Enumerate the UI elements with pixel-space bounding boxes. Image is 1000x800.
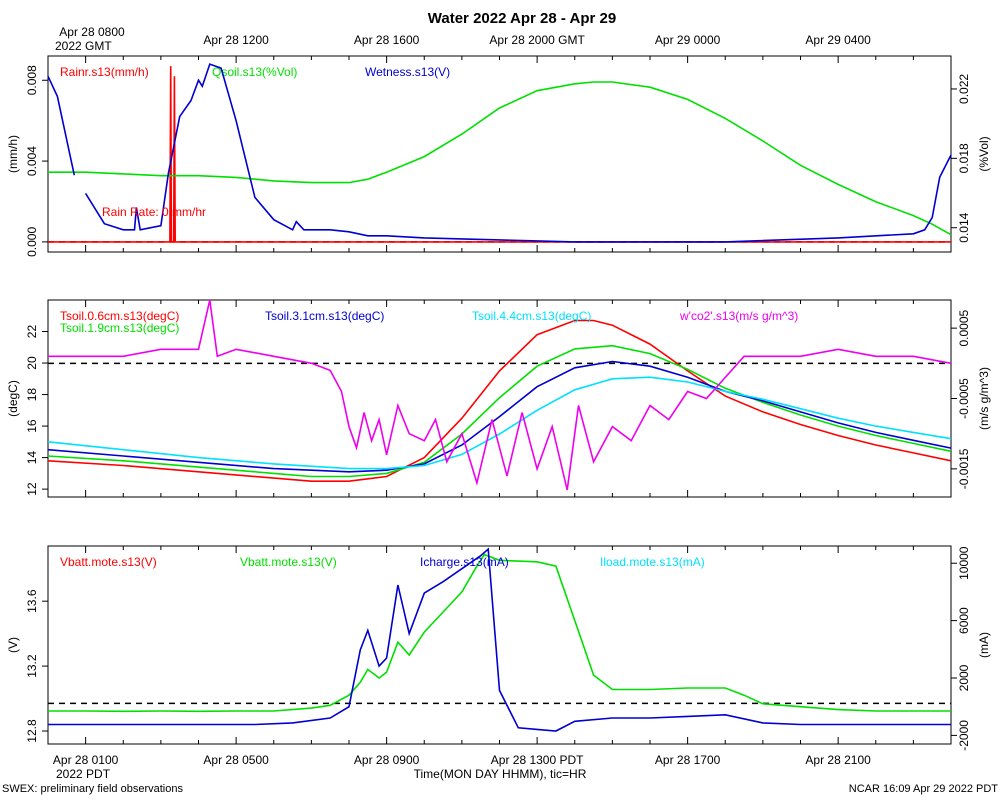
top-time-label: Apr 28 2000 GMT — [489, 33, 585, 47]
series-line — [47, 319, 952, 482]
legend-entry: Rainr.s13(mm/h) — [60, 65, 149, 79]
right-axis-label: (m/s g/m^3) — [977, 367, 991, 430]
right-tick-label: 0.018 — [957, 143, 971, 173]
legend-entry: Icharge.s13(mA) — [420, 555, 509, 569]
right-tick-label: 0.022 — [957, 74, 971, 104]
legend-entry: w'co2'.s13(m/s g/m^3) — [679, 309, 798, 323]
battery-panel: 12.8 13.2 13.6 -2000 2000 6000 10000 (V) (mA) Vba… — [6, 545, 991, 751]
left-axis-label: (mm/h) — [6, 135, 20, 173]
left-tick-label: 0.008 — [25, 65, 39, 95]
right-tick-label: 2000 — [957, 664, 971, 691]
left-tick-label: 12.8 — [25, 719, 39, 743]
legend-entry: Tsoil.1.9cm.s13(degC) — [60, 321, 179, 335]
top-time-axis: Apr 28 0800 Apr 28 1200 Apr 28 1600 Apr 28 … — [59, 25, 871, 47]
bottom-axis-extra-label: 2022 PDT — [56, 767, 111, 781]
legend-entry: Vbatt.mote.s13(V) — [60, 555, 157, 569]
series-line — [48, 547, 951, 732]
top-time-label: Apr 28 0800 — [59, 25, 125, 39]
bottom-time-label: Apr 28 0900 — [354, 753, 420, 767]
bottom-time-label: Apr 28 1700 — [655, 753, 721, 767]
right-tick-label: -0.0005 — [957, 378, 971, 419]
right-tick-label: 6000 — [957, 607, 971, 634]
series-line — [48, 81, 952, 236]
legend-entry: Tsoil.3.1cm.s13(degC) — [265, 309, 384, 323]
top-axis-extra-label: 2022 GMT — [55, 39, 112, 53]
legend-entry: Tsoil.0.6cm.s13(degC) — [60, 309, 179, 323]
series-line — [48, 553, 951, 713]
left-tick-label: 13.2 — [25, 654, 39, 678]
legend-entry: Wetness.s13(V) — [365, 65, 450, 79]
left-tick-label: 16 — [25, 419, 39, 433]
left-tick-label: 12 — [25, 482, 39, 496]
left-tick-label: 0.004 — [25, 146, 39, 176]
bottom-time-axis: Apr 28 0100 Apr 28 0500 Apr 28 0900 Apr 28 … — [53, 753, 871, 767]
series-line — [48, 66, 951, 243]
left-tick-label: 14 — [25, 451, 39, 465]
rain-rate-annotation: Rain Rate: 0 mm/hr — [102, 205, 206, 219]
series-line — [47, 344, 952, 478]
soil-temperature-panel: 12 14 16 18 20 22 -0.0015 -0.0005 0.0005 (degC) (m… — [6, 299, 991, 498]
footer-right: NCAR 16:09 Apr 29 2022 PDT — [849, 783, 998, 795]
right-tick-label: 10000 — [957, 546, 971, 580]
left-tick-label: 22 — [25, 325, 39, 339]
left-tick-label: 18 — [25, 388, 39, 402]
series-line — [48, 299, 952, 491]
left-tick-label: 0.000 — [25, 227, 39, 257]
legend-entry: Iload.mote.s13(mA) — [600, 555, 705, 569]
bottom-time-label: Apr 28 1300 PDT — [491, 753, 584, 767]
top-time-label: Apr 29 0400 — [805, 33, 871, 47]
footer-left: SWEX: preliminary field observations — [2, 783, 183, 795]
left-axis-label: (degC) — [6, 380, 20, 417]
top-time-label: Apr 28 1200 — [203, 33, 269, 47]
right-tick-label: -2000 — [957, 720, 971, 751]
top-time-label: Apr 28 1600 — [354, 33, 420, 47]
legend-entry: Qsoil.s13(%Vol) — [212, 65, 297, 79]
series-line — [47, 376, 952, 470]
left-tick-label: 20 — [25, 356, 39, 370]
right-axis-label: (mA) — [977, 632, 991, 658]
right-tick-label: 0.014 — [957, 212, 971, 242]
panel-frame — [47, 55, 952, 253]
right-axis-label: (%Vol) — [977, 136, 991, 171]
top-time-label: Apr 29 0000 — [655, 33, 721, 47]
chart-title: Water 2022 Apr 28 - Apr 29 — [428, 10, 616, 27]
bottom-time-label: Apr 28 0100 — [53, 753, 119, 767]
x-axis-label: Time(MON DAY HHMM), tic=HR — [414, 767, 587, 781]
panel-frame — [47, 545, 952, 745]
legend-entry: Tsoil.4.4cm.s13(degC) — [472, 309, 591, 323]
bottom-time-label: Apr 28 0500 — [203, 753, 269, 767]
left-tick-label: 13.6 — [25, 589, 39, 613]
left-axis-label: (V) — [6, 637, 20, 653]
series-line — [47, 63, 952, 243]
series-line — [47, 360, 952, 473]
right-tick-label: 0.0005 — [957, 309, 971, 346]
legend-entry: Vbatt.mote.s13(V) — [240, 555, 337, 569]
water-panel: 0.000 0.004 0.008 0.014 0.018 0.022 (mm/h) (%Vo… — [6, 55, 991, 257]
bottom-time-label: Apr 28 2100 — [805, 753, 871, 767]
right-tick-label: -0.0015 — [957, 448, 971, 489]
